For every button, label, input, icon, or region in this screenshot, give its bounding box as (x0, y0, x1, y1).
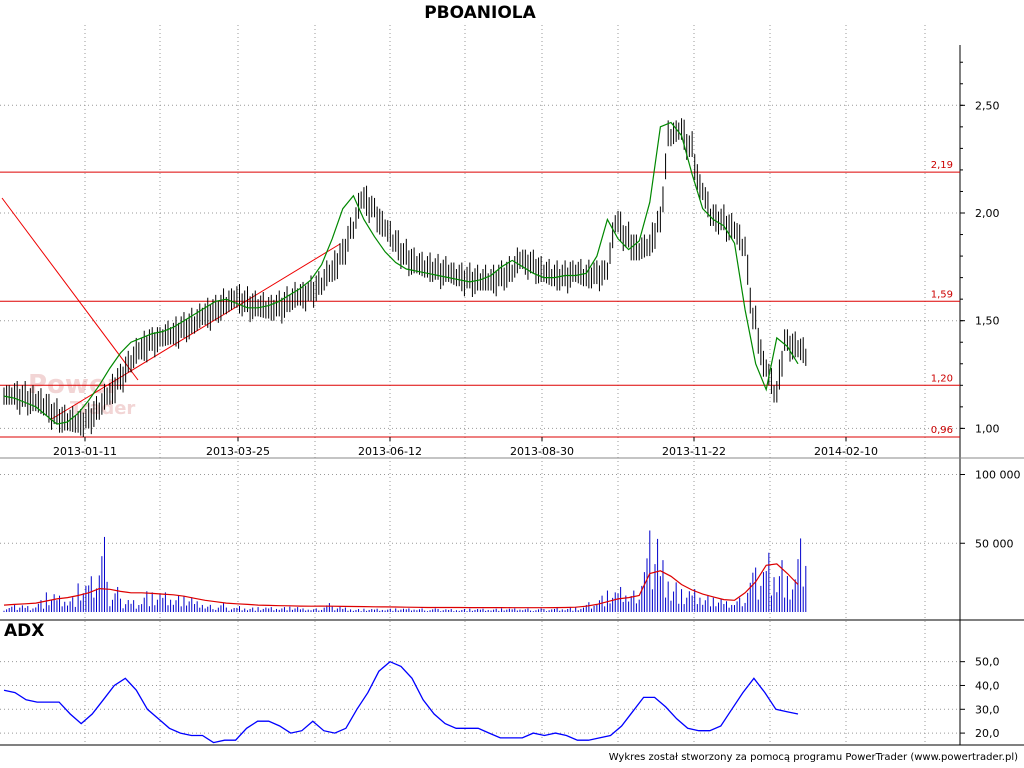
y-tick-label: 1,00 (975, 422, 1000, 435)
level-label: 0,96 (931, 425, 953, 436)
y-tick-label: 2,50 (975, 99, 1000, 112)
grid (0, 25, 960, 745)
x-tick-label: 2014-02-10 (814, 445, 878, 458)
footer-credit: Wykres został stworzony za pomocą progra… (609, 752, 1018, 763)
y-tick-label: 50,0 (975, 656, 1000, 669)
levels: 2,19 1,59 1,20 0,96 (0, 160, 960, 438)
price-moving-average (3, 121, 799, 425)
volume-bars (3, 530, 807, 612)
y-tick-label: 40,0 (975, 679, 1000, 692)
adx-line (3, 660, 799, 744)
y-tick-label: 20,0 (975, 727, 1000, 740)
trendline-down (1, 197, 139, 381)
x-tick-label: 2013-03-25 (206, 445, 270, 458)
axes: 2013-01-11 2013-03-25 2013-06-12 2013-08-30… (53, 61, 1021, 740)
x-tick-label: 2013-01-11 (53, 445, 117, 458)
y-tick-label: 50 000 (975, 537, 1014, 550)
chart-title: PBOANIOLA (424, 3, 536, 23)
level-label: 1,20 (931, 373, 953, 384)
panel-frames (0, 45, 1024, 746)
y-tick-label: 2,00 (975, 207, 1000, 220)
x-tick-label: 2013-06-12 (358, 445, 422, 458)
adx-series-line (3, 660, 799, 744)
y-tick-label: 1,50 (975, 315, 1000, 328)
level-label: 2,19 (931, 160, 953, 171)
level-label: 1,59 (931, 289, 953, 300)
x-tick-label: 2013-08-30 (510, 445, 574, 458)
price-ma-line (3, 121, 799, 425)
x-tick-label: 2013-11-22 (662, 445, 726, 458)
y-tick-label: 100 000 (975, 469, 1021, 482)
volume-avg-line (3, 563, 799, 609)
adx-title: ADX (4, 621, 44, 641)
volume-average (3, 563, 799, 609)
y-tick-label: 30,0 (975, 703, 1000, 716)
price-bars (3, 118, 807, 437)
watermark-line2: Trader (70, 398, 135, 419)
watermark: Power Trader (28, 370, 135, 419)
